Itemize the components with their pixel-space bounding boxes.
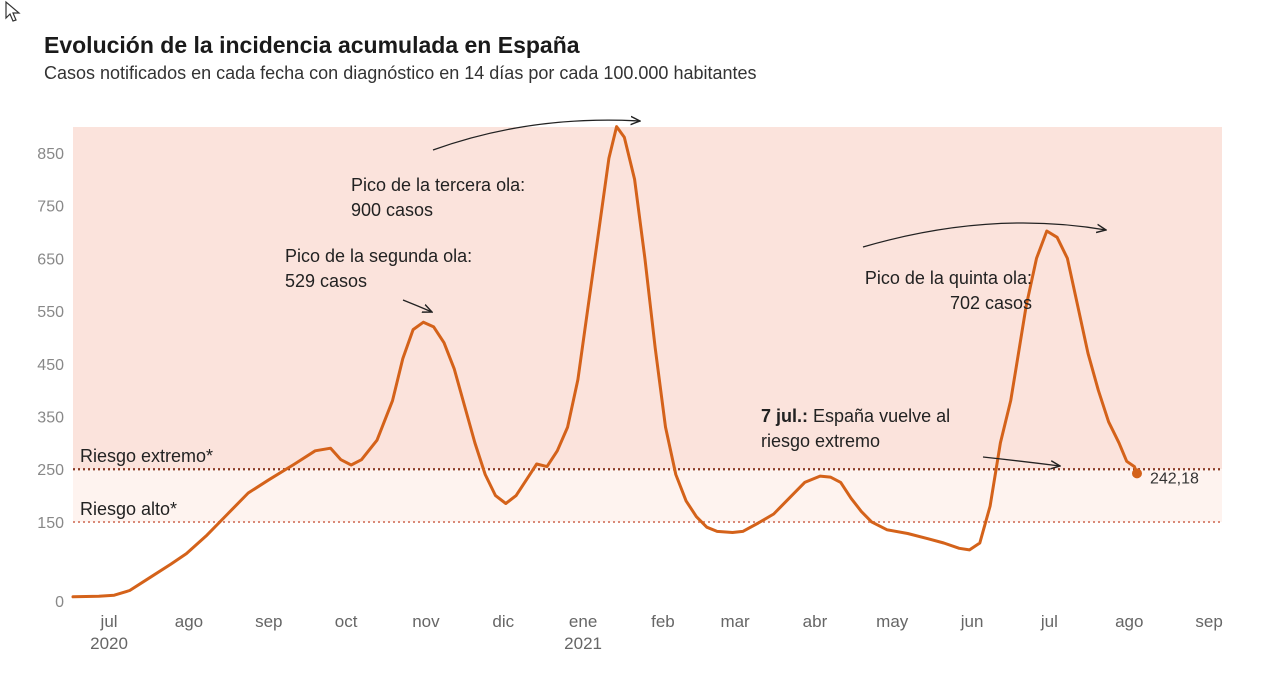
x-tick-label: jul: [1040, 612, 1058, 631]
y-axis: 0 150 250 350 450 550 650 750 850: [37, 146, 64, 611]
y-tick-label: 150: [37, 515, 64, 532]
y-tick-label: 850: [37, 146, 64, 163]
x-tick-label: feb: [651, 612, 675, 631]
annotation-tercera-text: 900 casos: [351, 200, 433, 220]
last-point-dot: [1131, 468, 1142, 479]
y-tick-label: 750: [37, 199, 64, 216]
chart-title: Evolución de la incidencia acumulada en …: [44, 32, 580, 58]
annotation-quinta-text: Pico de la quinta ola:: [865, 268, 1032, 288]
x-tick-label: ago: [1115, 612, 1143, 631]
annotation-segunda-text: Pico de la segunda ola:: [285, 246, 472, 266]
arrow-segunda: [402, 299, 432, 312]
x-axis: jul 2020 ago sep oct nov dic ene 2021 feb mar abr ma…: [90, 612, 1223, 653]
y-tick-label: 250: [37, 462, 64, 479]
arrow-julio: [982, 456, 1060, 466]
mouse-cursor-icon: [5, 0, 21, 22]
annotations: Pico de la segunda ola: 529 casos Pico de …: [285, 120, 1106, 466]
last-value-label: 242,18: [1150, 470, 1199, 487]
x-tick-year: 2020: [90, 634, 128, 653]
y-tick-label: 450: [37, 357, 64, 374]
band-extreme-risk: [73, 127, 1222, 470]
annotation-tercera-text: Pico de la tercera ola:: [351, 175, 525, 195]
x-tick-label: oct: [335, 612, 358, 631]
x-tick-label: may: [876, 612, 909, 631]
chart-subtitle: Casos notificados en cada fecha con diag…: [44, 63, 757, 83]
annotation-segunda-text: 529 casos: [285, 271, 367, 291]
x-tick-label: sep: [255, 612, 282, 631]
y-tick-label: 350: [37, 410, 64, 427]
band-high-risk: [73, 469, 1222, 522]
x-tick-label: abr: [803, 612, 828, 631]
annotation-julio-bold: 7 jul.:: [761, 406, 808, 426]
x-tick-label: jun: [960, 612, 984, 631]
x-tick-label: nov: [412, 612, 440, 631]
x-tick-label: dic: [492, 612, 514, 631]
annotation-julio-text: 7 jul.: España vuelve al: [761, 406, 950, 426]
y-tick-label: 650: [37, 251, 64, 268]
arrow-quinta: [862, 222, 1106, 248]
x-tick-label: ago: [175, 612, 203, 631]
x-tick-label: jul: [100, 612, 118, 631]
x-tick-label: mar: [720, 612, 750, 631]
x-tick-label: ene: [569, 612, 597, 631]
x-tick-label: sep: [1195, 612, 1222, 631]
series-line: [71, 125, 1139, 599]
annotation-quinta-text: 702 casos: [950, 293, 1032, 313]
y-tick-label: 0: [55, 594, 64, 611]
threshold-alto-label: Riesgo alto*: [80, 499, 177, 519]
annotation-julio-rest: España vuelve al: [808, 406, 950, 426]
threshold-extreme-label: Riesgo extremo*: [80, 446, 213, 466]
arrow-tercera: [432, 120, 640, 151]
annotation-julio-text: riesgo extremo: [761, 431, 880, 451]
y-tick-label: 550: [37, 304, 64, 321]
x-tick-year: 2021: [564, 634, 602, 653]
